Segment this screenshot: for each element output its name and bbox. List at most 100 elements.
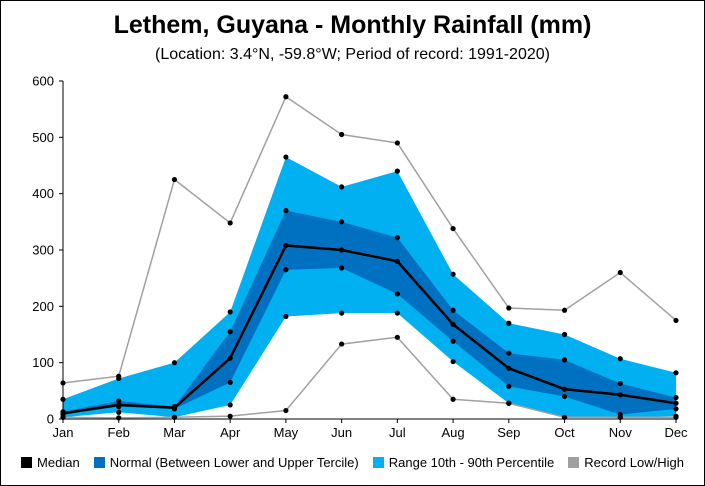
record-low-point-apr — [227, 413, 233, 419]
x-tick-label-jul: Jul — [389, 425, 406, 440]
median-point-jul — [394, 258, 400, 264]
normal-upper-point-nov — [617, 380, 623, 387]
chart-subtitle: (Location: 3.4°N, -59.8°W; Period of rec… — [155, 46, 550, 63]
normal-upper-point-feb — [116, 398, 122, 404]
y-tick-label-300: 300 — [32, 243, 54, 258]
range-upper-point-apr — [227, 309, 233, 315]
range-upper-point-jul — [394, 168, 400, 174]
legend-label-normal: Normal (Between Lower and Upper Tercile) — [109, 455, 359, 470]
median-point-jun — [339, 247, 345, 253]
x-tick-label-aug: Aug — [442, 425, 465, 440]
normal-upper-point-jun — [339, 219, 345, 225]
x-tick-label-oct: Oct — [554, 425, 575, 440]
normal-lower-point-jun — [339, 265, 345, 271]
y-tick-label-200: 200 — [32, 299, 54, 314]
normal-lower-point-sep — [506, 383, 512, 389]
record-high-point-sep — [506, 305, 512, 311]
legend-swatch-record — [568, 457, 580, 468]
range-upper-point-nov — [617, 356, 623, 362]
range-lower-point-apr — [227, 402, 233, 408]
record-high-point-dec — [673, 317, 679, 324]
record-high-point-aug — [450, 225, 456, 232]
range-lower-point-jul — [394, 310, 400, 316]
legend-swatch-normal — [93, 457, 105, 468]
median-point-dec — [673, 400, 679, 406]
normal-lower-point-nov — [617, 411, 623, 418]
record-high-line — [62, 95, 677, 384]
x-tick-label-nov: Nov — [609, 425, 633, 440]
range-lower-point-jun — [339, 310, 345, 316]
normal-lower-point-aug — [450, 338, 456, 344]
median-point-mar — [171, 405, 178, 411]
y-tick-label-500: 500 — [32, 130, 54, 145]
legend-label-median: Median — [37, 455, 80, 470]
record-low-point-jun — [339, 341, 345, 347]
y-tick-label-0: 0 — [47, 412, 54, 427]
median-point-aug — [450, 321, 456, 327]
x-tick-label-apr: Apr — [220, 425, 241, 440]
y-tick-label-400: 400 — [32, 186, 54, 201]
record-high-point-oct — [561, 307, 568, 313]
record-high-point-may — [283, 94, 289, 100]
record-high-point-nov — [617, 269, 623, 276]
legend-swatch-median — [21, 457, 33, 468]
range-lower-point-aug — [450, 358, 456, 365]
legend-item-record: Record Low/High — [568, 455, 684, 470]
normal-upper-point-oct — [561, 357, 568, 363]
legend-item-range: Range 10th - 90th Percentile — [372, 455, 555, 470]
range-upper-point-oct — [561, 331, 568, 338]
range-upper-point-may — [283, 154, 289, 160]
median-point-nov — [617, 392, 623, 398]
x-tick-label-dec: Dec — [664, 425, 688, 440]
record-high-point-jul — [394, 140, 400, 146]
range-lower-point-feb — [116, 409, 122, 415]
normal-upper-point-apr — [227, 329, 233, 335]
range-upper-point-dec — [673, 370, 679, 376]
normal-lower-point-oct — [561, 393, 568, 400]
x-tick-label-sep: Sep — [497, 425, 520, 440]
normal-lower-point-dec — [673, 406, 679, 412]
normal-lower-point-may — [283, 267, 289, 273]
range-upper-point-mar — [171, 360, 178, 366]
median-point-oct — [561, 386, 568, 392]
x-tick-label-feb: Feb — [108, 425, 130, 440]
legend-label-range: Range 10th - 90th Percentile — [388, 455, 555, 470]
normal-upper-point-may — [283, 207, 289, 214]
normal-upper-point-aug — [450, 307, 456, 313]
normal-upper-point-dec — [673, 394, 679, 401]
range-upper-point-jun — [339, 184, 345, 190]
range-lower-point-sep — [506, 400, 512, 406]
legend-label-record: Record Low/High — [584, 455, 684, 470]
normal-upper-point-sep — [506, 350, 512, 356]
range-lower-point-may — [283, 313, 289, 320]
median-point-may — [283, 242, 289, 249]
range-upper-point-feb — [116, 375, 122, 382]
x-tick-label-jun: Jun — [331, 425, 352, 440]
record-low-line — [62, 336, 676, 419]
x-tick-label-jan: Jan — [53, 425, 74, 440]
normal-lower-point-jul — [394, 291, 400, 297]
legend: Median Normal (Between Lower and Upper T… — [0, 455, 705, 470]
legend-item-median: Median — [21, 455, 80, 470]
range-lower-point-dec — [673, 413, 679, 419]
y-tick-label-100: 100 — [32, 355, 54, 370]
median-point-sep — [506, 365, 512, 371]
median-point-apr — [227, 355, 233, 361]
median-point-feb — [116, 402, 122, 408]
normal-lower-point-apr — [227, 379, 233, 385]
normal-tercile-band — [63, 210, 676, 415]
x-tick-label-mar: Mar — [163, 425, 186, 440]
record-high-point-mar — [171, 176, 178, 183]
normal-upper-point-jul — [394, 235, 400, 241]
x-tick-label-may: May — [274, 425, 299, 440]
y-tick-label-600: 600 — [32, 74, 54, 89]
median-line — [62, 244, 677, 415]
range-upper-point-sep — [506, 320, 512, 326]
record-high-point-apr — [227, 220, 233, 226]
record-high-point-jun — [339, 131, 345, 138]
record-low-point-may — [283, 407, 289, 414]
legend-swatch-range — [372, 457, 384, 468]
record-low-point-jul — [394, 334, 400, 340]
chart-title: Lethem, Guyana - Monthly Rainfall (mm) — [113, 11, 592, 39]
